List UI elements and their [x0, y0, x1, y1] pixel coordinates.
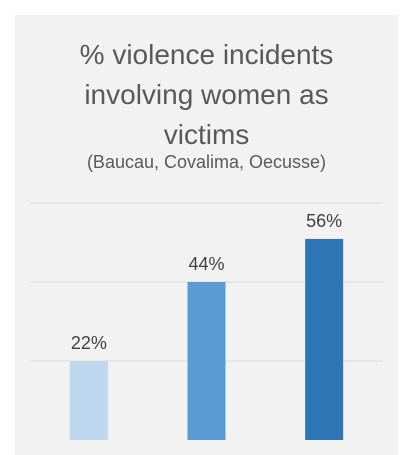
bar-3 — [305, 238, 344, 440]
data-labels: 22% 44% 56% — [71, 211, 342, 353]
chart-panel: % violence incidents involving women as … — [15, 15, 398, 455]
bar-1 — [69, 361, 108, 440]
data-label-1: 22% — [71, 333, 107, 353]
chart-title: % violence incidents involving women as … — [79, 39, 334, 150]
data-label-2: 44% — [188, 254, 224, 274]
chart-subtitle: (Baucau, Covalima, Oecusse) — [86, 152, 327, 172]
data-label-3: 56% — [306, 211, 342, 231]
bar-chart-plot: 22% 44% 56% — [30, 202, 383, 440]
bars — [69, 238, 344, 440]
bar-2 — [187, 282, 226, 440]
